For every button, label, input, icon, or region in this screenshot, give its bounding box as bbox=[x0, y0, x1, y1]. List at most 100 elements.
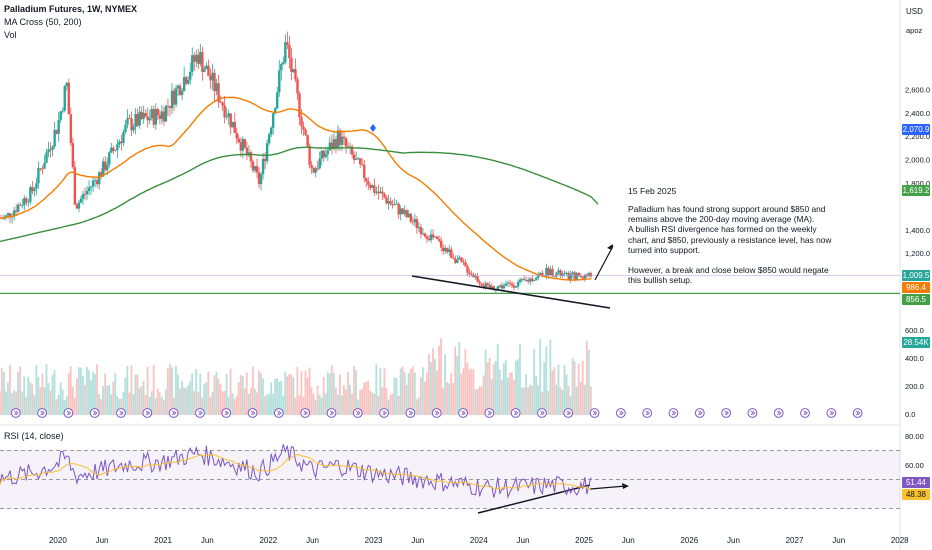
volume-bar bbox=[561, 389, 564, 415]
volume-bar bbox=[304, 370, 307, 415]
volume-bar bbox=[241, 376, 244, 415]
volume-bar bbox=[345, 389, 347, 415]
candle-body bbox=[213, 72, 216, 92]
candle-body bbox=[225, 116, 228, 118]
candle-body bbox=[516, 282, 520, 287]
volume-bar bbox=[260, 372, 262, 415]
volume-bar bbox=[112, 381, 115, 415]
candle-body bbox=[326, 150, 330, 155]
volume-bar bbox=[150, 391, 153, 415]
candle-body bbox=[482, 285, 485, 288]
event-marker-glyph bbox=[829, 410, 835, 416]
event-marker-glyph bbox=[698, 410, 703, 416]
candle-body bbox=[69, 114, 73, 143]
volume-legend[interactable]: Vol bbox=[4, 30, 17, 40]
volume-bar bbox=[543, 361, 546, 415]
volume-bar bbox=[464, 348, 467, 415]
volume-bar bbox=[203, 383, 206, 415]
volume-bar bbox=[199, 373, 202, 415]
volume-bar bbox=[308, 367, 311, 415]
volume-bar bbox=[302, 396, 305, 415]
candle-body bbox=[43, 162, 46, 169]
candle-body bbox=[547, 267, 550, 276]
candle-body bbox=[85, 190, 89, 195]
candle-body bbox=[413, 219, 417, 222]
ma200-value-badge: 1,619.2 bbox=[902, 185, 930, 196]
candle-body bbox=[518, 279, 522, 283]
candle-body bbox=[531, 278, 534, 281]
volume-bar bbox=[219, 383, 222, 415]
volume-bar bbox=[92, 371, 94, 415]
volume-bar bbox=[318, 394, 321, 415]
volume-bar bbox=[288, 374, 291, 415]
x-axis-label: 2020 bbox=[49, 536, 67, 545]
candle-body bbox=[555, 272, 558, 277]
candle-body bbox=[104, 161, 107, 171]
x-axis-label: 2026 bbox=[680, 536, 698, 545]
volume-bar bbox=[488, 357, 491, 415]
volume-bar bbox=[124, 377, 127, 415]
volume-bar bbox=[217, 378, 220, 415]
rsi-arrow-head bbox=[622, 483, 629, 489]
volume-bar bbox=[583, 384, 586, 415]
candle-body bbox=[164, 105, 168, 122]
volume-bar bbox=[510, 372, 513, 415]
rsi-legend[interactable]: RSI (14, close) bbox=[4, 431, 64, 441]
volume-bar bbox=[587, 349, 590, 415]
candle-body bbox=[33, 188, 36, 192]
candle-body bbox=[356, 158, 360, 159]
volume-bar bbox=[33, 395, 36, 415]
x-axis-label: 2022 bbox=[259, 536, 277, 545]
candle-body bbox=[276, 92, 279, 109]
candle-body bbox=[132, 126, 135, 131]
candle-body bbox=[385, 197, 388, 204]
event-marker-glyph bbox=[540, 410, 545, 416]
candle-body bbox=[383, 193, 386, 198]
candle-body bbox=[377, 191, 380, 194]
volume-bar bbox=[270, 382, 272, 415]
candle-body bbox=[348, 146, 352, 148]
volume-bar bbox=[51, 374, 54, 415]
x-axis-label: Jun bbox=[622, 536, 635, 545]
volume-bar bbox=[537, 385, 540, 415]
volume-axis-label: 600.0 bbox=[905, 326, 924, 335]
volume-bar bbox=[258, 370, 260, 415]
volume-bar bbox=[395, 378, 398, 415]
candle-body bbox=[207, 65, 210, 77]
volume-axis-label: 400.0 bbox=[905, 354, 924, 363]
volume-bar bbox=[389, 394, 392, 415]
volume-bar bbox=[515, 360, 517, 415]
candle-body bbox=[17, 204, 20, 212]
ma-cross-legend[interactable]: MA Cross (50, 200) bbox=[4, 17, 82, 27]
volume-bar bbox=[189, 381, 192, 415]
volume-bar bbox=[312, 393, 315, 415]
candle-body bbox=[19, 204, 22, 206]
event-marker-glyph bbox=[619, 410, 624, 416]
candle-body bbox=[310, 165, 313, 168]
candle-body bbox=[271, 113, 275, 128]
candle-body bbox=[176, 85, 180, 89]
candle-body bbox=[466, 266, 469, 273]
volume-bar bbox=[391, 393, 394, 415]
volume-bar bbox=[403, 371, 406, 415]
candle-body bbox=[359, 158, 362, 165]
volume-bar bbox=[393, 377, 396, 415]
price-candles[interactable] bbox=[0, 31, 593, 294]
volume-bar bbox=[513, 379, 515, 415]
note-paragraph-1: Palladium has found strong support aroun… bbox=[628, 204, 826, 225]
x-axis-label: 2028 bbox=[891, 536, 909, 545]
event-markers[interactable] bbox=[10, 408, 863, 418]
candle-body bbox=[415, 219, 419, 229]
note-date: 15 Feb 2025 bbox=[628, 186, 677, 196]
candle-body bbox=[290, 57, 293, 73]
candle-body bbox=[464, 262, 467, 267]
volume-bar bbox=[490, 379, 493, 415]
volume-bar bbox=[195, 368, 198, 415]
volume-bar bbox=[73, 397, 76, 415]
candle-body bbox=[205, 65, 208, 70]
candle-body bbox=[391, 204, 394, 206]
volume-bar bbox=[108, 384, 111, 415]
volume-bar bbox=[498, 369, 501, 415]
volume-bar bbox=[223, 391, 226, 415]
